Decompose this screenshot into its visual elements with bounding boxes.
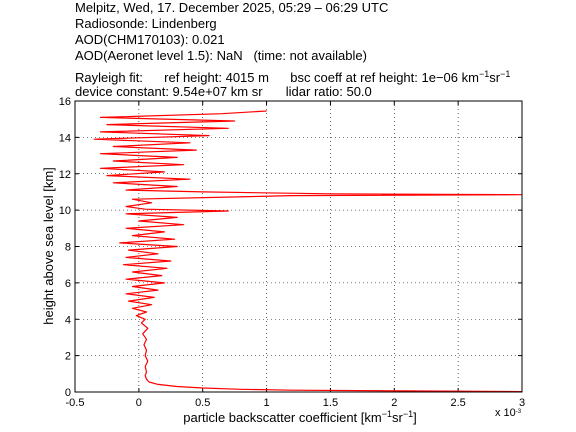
x-axis-label: particle backscatter coefficient [km−1sr…: [183, 409, 416, 425]
header-line-radiosonde: Radiosonde: Lindenberg: [75, 16, 217, 31]
device-constant: device constant: 9.54e+07 km sr: [75, 84, 263, 99]
y-tick-label: 8: [65, 242, 71, 254]
axes-frame: [74, 100, 523, 393]
grid: [75, 101, 522, 392]
y-tick-label: 0: [65, 387, 71, 399]
header-line-location: Melpitz, Wed, 17. December 2025, 05:29 –…: [75, 0, 389, 15]
series-line: [93, 110, 523, 393]
header-line-aod: AOD(CHM170103): 0.021: [75, 32, 225, 47]
x-tick-label: 1: [264, 397, 270, 409]
x-tick-label: 1.5: [323, 397, 338, 409]
x-tick-label: 0.5: [195, 397, 210, 409]
y-tick-label: 14: [59, 132, 71, 144]
rayleigh-label: Rayleigh fit:: [75, 70, 143, 85]
x-tick-label: 0: [136, 397, 142, 409]
lidar-ratio: lidar ratio: 50.0: [285, 84, 372, 99]
y-tick-label: 12: [59, 169, 71, 181]
header-line-device: device constant: 9.54e+07 km sr lidar ra…: [75, 84, 372, 100]
plot-area: [93, 110, 523, 393]
x-multiplier: x 10-3: [495, 407, 522, 419]
header-line-rayleigh: Rayleigh fit: ref height: 4015 m bsc coe…: [75, 69, 511, 85]
y-tick-label: 16: [59, 96, 71, 108]
x-tick-label: 2: [391, 397, 397, 409]
y-tick-label: 2: [65, 351, 71, 363]
y-tick-label: 6: [65, 278, 71, 290]
x-tick-label: 2.5: [450, 397, 465, 409]
y-axis-label: height above sea level [km]: [41, 167, 56, 325]
header-line-aeronet: AOD(Aeronet level 1.5): NaN (time: not a…: [75, 48, 367, 63]
x-tick-label: -0.5: [66, 397, 85, 409]
x-tick-label: 3: [519, 397, 525, 409]
y-tick-label: 4: [65, 314, 71, 326]
bsc-coeff: bsc coeff at ref height: 1e−06 km: [290, 70, 479, 85]
ref-height: ref height: 4015 m: [164, 70, 269, 85]
y-tick-label: 10: [59, 205, 71, 217]
